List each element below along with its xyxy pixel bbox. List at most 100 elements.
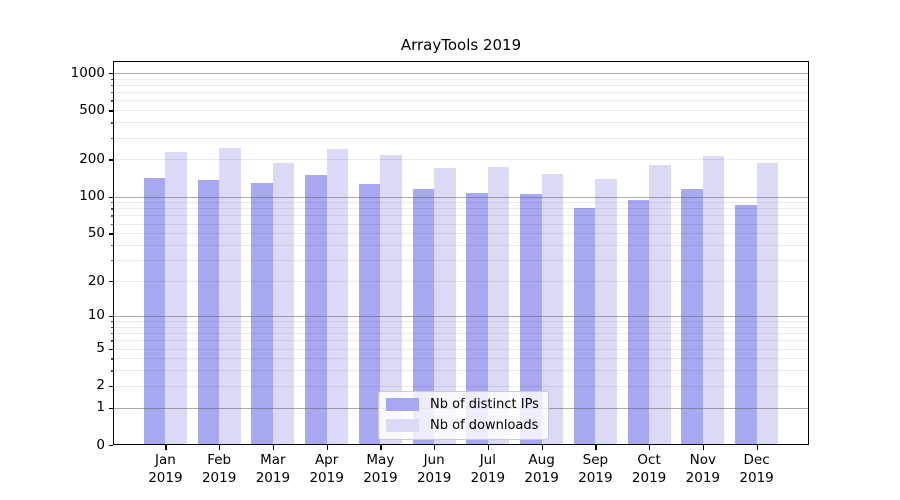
y-axis-tick [108,445,113,447]
x-axis-tick-label: Feb 2019 [189,452,249,487]
legend-row-downloads: Nb of downloads [386,418,539,433]
gridline-minor [113,260,809,262]
bar-downloads [219,148,241,445]
bar-downloads [756,163,779,445]
bar-distinct-ips [251,182,273,445]
x-axis-tick [487,445,490,450]
y-axis-minor-tick [110,223,113,225]
y-axis-tick [108,407,113,409]
y-axis-tick [108,281,113,283]
bar-distinct-ips [305,175,327,445]
x-axis-tick-label: Sep 2019 [565,452,625,487]
chart-title: ArrayTools 2019 [400,36,522,54]
x-axis-tick [595,445,597,450]
gridline-minor [113,85,809,86]
y-axis-minor-tick [110,333,113,335]
gridline-minor [113,215,809,217]
x-axis-tick-label: Jan 2019 [135,452,195,487]
bar-downloads [702,156,725,445]
x-axis-tick-label-year: 2019 [416,469,452,486]
bar-distinct-ips [143,178,166,445]
bar-distinct-ips [681,189,703,445]
bar-distinct-ips [466,192,488,445]
y-axis-minor-tick [110,122,113,124]
bar-downloads [326,149,349,445]
legend-label-downloads: Nb of downloads [430,418,539,433]
y-axis-minor-tick [110,370,113,372]
gridline-minor [113,326,809,328]
x-axis-tick [326,445,328,450]
gridline-minor [113,333,809,335]
x-axis-tick-label: Dec 2019 [727,452,787,487]
y-axis-tick [108,159,113,161]
x-axis-tick-label-year: 2019 [524,469,559,486]
x-axis-tick-label: May 2019 [350,452,410,487]
gridline-minor [113,100,809,102]
legend: Nb of distinct IPs Nb of downloads [378,391,549,440]
gridline-minor [113,110,809,112]
x-axis-tick-label-year: 2019 [255,469,291,486]
legend-label-distinct-ips: Nb of distinct IPs [430,397,539,412]
y-axis-tick-label: 50 [87,224,105,241]
y-axis-tick-label: 100 [79,188,105,204]
y-axis-tick-label: 500 [79,101,105,118]
y-axis-tick [108,196,113,198]
y-axis-minor-tick [110,202,113,204]
bar-distinct-ips [197,180,220,445]
x-axis-tick-label-year: 2019 [578,469,613,486]
gridline-minor [113,321,809,323]
bar-distinct-ips [735,205,757,445]
y-axis-minor-tick [110,78,113,80]
x-axis-tick-label-year: 2019 [631,469,667,486]
y-axis-minor-tick [110,340,113,342]
bar-downloads [541,174,564,445]
y-axis-tick-label: 0 [96,436,105,453]
x-axis-tick [541,445,543,450]
bar-downloads [434,168,456,445]
x-axis-tick [219,445,221,450]
x-axis-tick-label-year: 2019 [685,469,721,486]
bar-distinct-ips [358,184,381,445]
gridline-minor [113,358,809,360]
y-axis-minor-tick [110,92,113,94]
y-axis-minor-tick [110,85,113,87]
y-axis-tick-label: 1 [96,399,105,416]
gridline-minor [113,159,809,161]
gridline-minor [113,281,809,283]
gridline-minor [113,122,809,124]
y-axis-tick-label: 1000 [70,64,105,81]
y-axis-tick [108,73,113,75]
y-axis-tick [108,315,113,318]
x-axis-tick-label: Apr 2019 [297,452,357,487]
y-axis-minor-tick [110,208,113,210]
gridline-minor [113,78,809,80]
bar-distinct-ips [573,208,596,445]
gridline-minor [113,202,809,204]
bar-downloads [272,163,295,445]
y-axis-minor-tick [110,358,113,360]
y-axis-minor-tick [110,326,113,328]
y-axis-tick [108,348,113,350]
gridline-minor [113,223,809,225]
gridline-minor [113,245,809,247]
x-axis-tick-label-year: 2019 [363,469,398,486]
x-axis-tick-label: Jul 2019 [458,452,518,487]
y-axis-minor-tick [110,321,113,323]
gridline-minor [113,92,809,94]
x-axis-tick-label: Jun 2019 [404,452,464,487]
gridline-minor [113,208,809,210]
gridline-minor [113,233,809,235]
gridline-minor [113,348,809,350]
x-axis-tick-label-year: 2019 [470,469,506,486]
y-axis-tick-label: 10 [87,307,105,324]
y-axis-minor-tick [110,215,113,217]
legend-swatch-downloads [386,419,419,432]
x-axis-tick [756,445,758,450]
x-axis-tick-label-year: 2019 [201,469,237,486]
y-axis-tick-label: 5 [96,340,105,357]
x-axis-tick-label-year: 2019 [739,469,774,486]
y-axis-tick [108,385,113,388]
bar-downloads [380,155,402,445]
x-axis-tick-label: Oct 2019 [619,452,679,487]
